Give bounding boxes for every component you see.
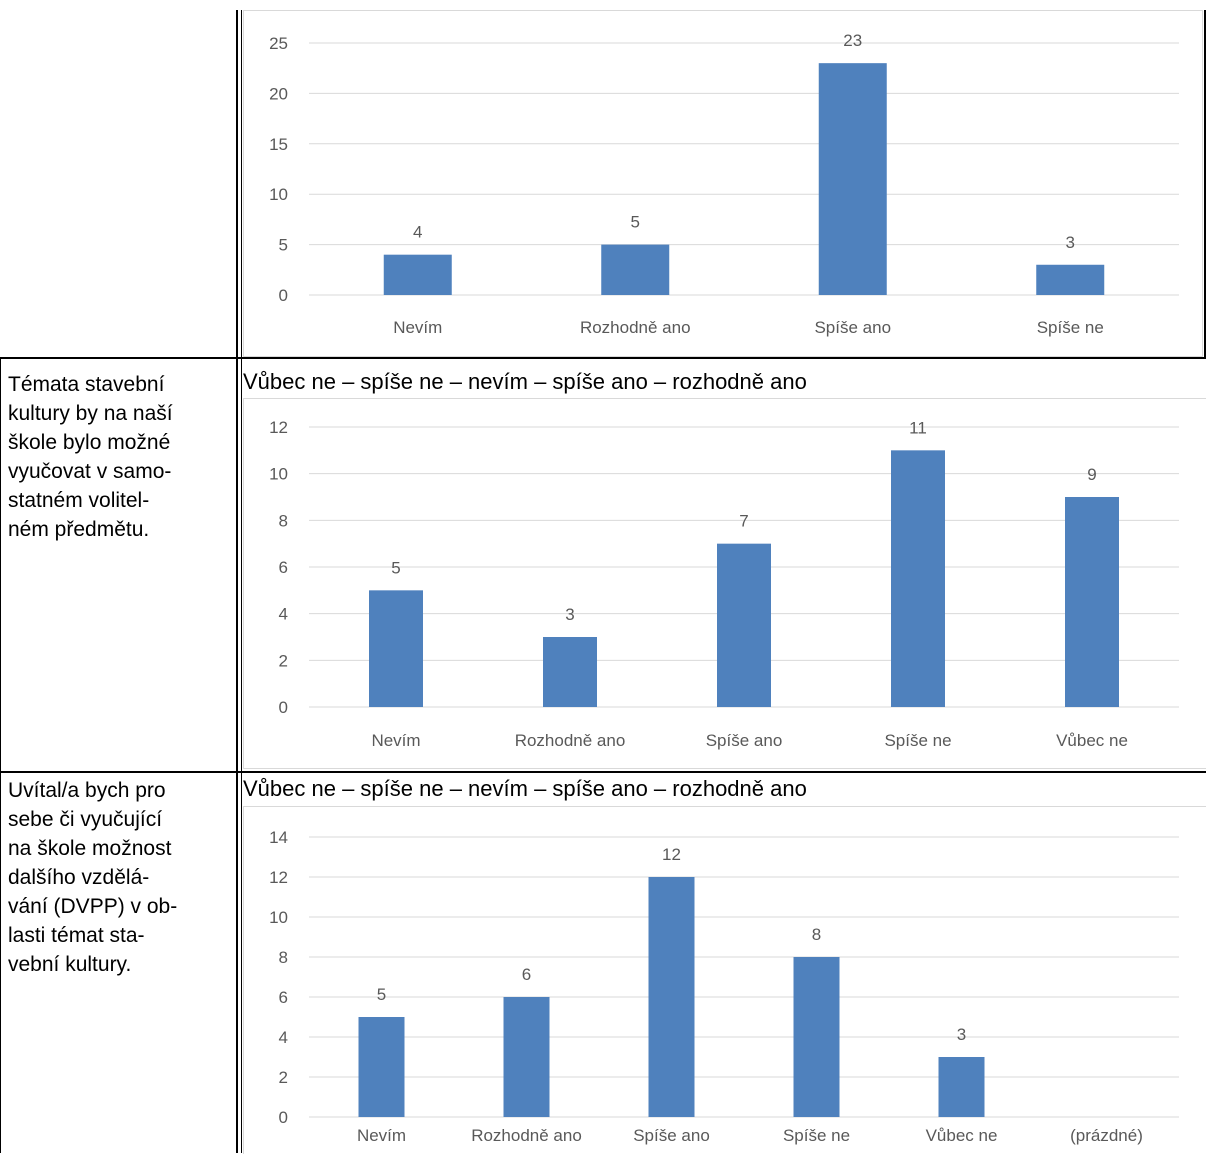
y-tick-label: 14	[269, 828, 288, 847]
y-tick-label: 2	[279, 651, 288, 670]
y-tick-label: 8	[279, 511, 288, 530]
table-border-row2-bottom	[0, 771, 1206, 773]
x-tick-label: Rozhodně ano	[515, 731, 626, 750]
question-line: ném předmětu.	[8, 518, 150, 541]
table-border-outer-left	[0, 358, 1, 1153]
y-tick-label: 10	[269, 465, 288, 484]
question-line: škole bylo možné	[8, 431, 171, 454]
bar	[503, 997, 550, 1117]
x-tick-label: (prázdné)	[1070, 1126, 1143, 1145]
question-cell-3: Uvítal/a bych pro sebe či vyučující na š…	[8, 776, 234, 979]
bar	[1036, 264, 1105, 295]
bar	[601, 244, 670, 295]
question-cell-2: Témata stavební kultury by na naší škole…	[8, 370, 234, 544]
y-tick-label: 4	[279, 1028, 288, 1047]
y-tick-label: 0	[279, 1108, 288, 1127]
question-line: na škole možnost	[8, 837, 172, 860]
x-tick-label: Spíše ne	[783, 1126, 850, 1145]
y-tick-label: 12	[269, 868, 288, 887]
bar	[358, 1017, 405, 1117]
data-label: 12	[662, 845, 681, 864]
scale-header-3: Vůbec ne – spíše ne – nevím – spíše ano …	[243, 776, 807, 801]
y-tick-label: 12	[269, 418, 288, 437]
question-line: vání (DVPP) v ob-	[8, 895, 178, 918]
question-line: statném volitel-	[8, 489, 150, 512]
bar	[383, 254, 452, 295]
y-tick-label: 20	[269, 84, 288, 103]
data-label: 3	[957, 1025, 966, 1044]
x-tick-label: Vůbec ne	[926, 1126, 998, 1145]
data-label: 7	[739, 512, 748, 531]
table-border-left-column	[236, 10, 238, 1153]
data-label: 5	[377, 985, 386, 1004]
bar	[369, 590, 423, 707]
bar	[818, 63, 887, 295]
data-label: 23	[843, 31, 862, 50]
bar	[793, 957, 840, 1117]
table-border-inner	[241, 10, 242, 1153]
y-tick-label: 6	[279, 988, 288, 1007]
bar	[891, 450, 945, 707]
x-tick-label: Rozhodně ano	[471, 1126, 582, 1145]
x-tick-label: Nevím	[371, 731, 420, 750]
data-label: 6	[522, 965, 531, 984]
data-label: 3	[565, 605, 574, 624]
data-label: 4	[413, 223, 422, 242]
question-line: Témata stavební	[8, 373, 165, 396]
bar	[543, 637, 597, 707]
bar-chart-3: 0 2 4 6 8 10 12 14 5 Nevím 6 Rozhodně ano 12 Spíše an…	[269, 828, 1179, 1145]
x-tick-label: Vůbec ne	[1056, 731, 1128, 750]
question-line: dalšího vzdělá-	[8, 866, 150, 889]
question-line: sebe či vyučující	[8, 808, 163, 831]
y-tick-label: 2	[279, 1068, 288, 1087]
x-tick-label: Spíše ano	[814, 318, 891, 337]
data-label: 3	[1066, 233, 1075, 252]
data-label: 5	[391, 558, 400, 577]
y-tick-label: 25	[269, 34, 288, 53]
data-label: 9	[1087, 465, 1096, 484]
y-tick-label: 15	[269, 135, 288, 154]
data-label: 5	[631, 213, 640, 232]
x-tick-label: Spíše ne	[884, 731, 951, 750]
chart-panel-2: 0 2 4 6 8 10 12 5 Nevím 3 Rozhodně ano 7 Spíše ano 11…	[243, 398, 1206, 769]
x-tick-label: Spíše ano	[633, 1126, 710, 1145]
x-tick-label: Nevím	[393, 318, 442, 337]
y-tick-label: 6	[279, 558, 288, 577]
y-tick-label: 5	[279, 236, 288, 255]
y-tick-label: 0	[279, 286, 288, 305]
question-line: vební kultury.	[8, 953, 132, 976]
x-tick-label: Spíše ano	[706, 731, 783, 750]
bar	[648, 877, 695, 1117]
x-tick-label: Spíše ne	[1037, 318, 1104, 337]
question-line: vyučovat v samo-	[8, 460, 172, 483]
bar-chart-2: 0 2 4 6 8 10 12 5 Nevím 3 Rozhodně ano 7 Spíše ano 11…	[269, 418, 1179, 750]
y-tick-label: 0	[279, 698, 288, 717]
data-label: 11	[909, 418, 927, 437]
x-tick-label: Rozhodně ano	[580, 318, 691, 337]
y-tick-label: 4	[279, 605, 288, 624]
table-border-right	[1204, 10, 1206, 358]
y-tick-label: 10	[269, 908, 288, 927]
bar	[717, 543, 771, 707]
bar-chart-1: 0 5 10 15 20 25 4 Nevím 5 Rozhodně ano 23 Spíše ano…	[269, 31, 1179, 337]
question-line: kultury by na naší	[8, 402, 173, 425]
bar	[1065, 497, 1119, 707]
y-tick-label: 10	[269, 185, 288, 204]
bar	[938, 1057, 985, 1117]
chart-panel-1: 0 5 10 15 20 25 4 Nevím 5 Rozhodně ano 23 Spíše ano…	[243, 10, 1203, 357]
x-tick-label: Nevím	[357, 1126, 406, 1145]
question-line: lasti témat sta-	[8, 924, 145, 947]
scale-header-2: Vůbec ne – spíše ne – nevím – spíše ano …	[243, 369, 807, 394]
data-label: 8	[812, 925, 821, 944]
question-line: Uvítal/a bych pro	[8, 779, 166, 802]
y-tick-label: 8	[279, 948, 288, 967]
chart-panel-3: 0 2 4 6 8 10 12 14 5 Nevím 6 Rozhodně ano 12 Spíše an…	[243, 806, 1206, 1154]
table-border-row1-bottom	[0, 357, 1206, 359]
